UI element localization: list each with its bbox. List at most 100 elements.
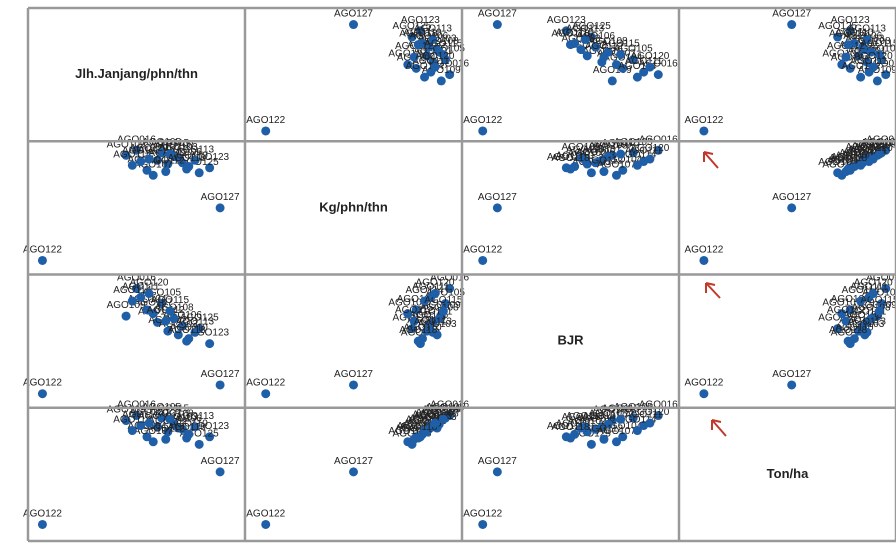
point-label: AGO101 bbox=[138, 306, 177, 317]
point-label: AGO125 bbox=[818, 21, 857, 32]
point-label: AGO102 bbox=[568, 148, 607, 159]
point bbox=[856, 160, 866, 170]
point bbox=[121, 150, 131, 160]
point-label: AGO106 bbox=[576, 413, 615, 424]
point-label: AGO101 bbox=[847, 306, 886, 317]
point-label: AGO107 bbox=[134, 426, 173, 437]
point bbox=[611, 60, 621, 70]
point bbox=[349, 380, 358, 390]
point-label: AGO111 bbox=[412, 410, 450, 421]
point-label: AGO107 bbox=[822, 49, 861, 60]
point-label: AGO115 bbox=[860, 39, 896, 50]
point-label: AGO108 bbox=[420, 36, 459, 47]
point-label: AGO104 bbox=[831, 294, 870, 305]
point-label: AGO123 bbox=[401, 15, 440, 26]
point bbox=[628, 55, 638, 65]
point bbox=[349, 20, 358, 30]
diagonal-label: Ton/ha bbox=[767, 466, 809, 481]
point bbox=[591, 158, 601, 168]
point-label: AGO103 bbox=[159, 142, 198, 153]
point bbox=[881, 284, 891, 294]
point-label: AGO105 bbox=[426, 288, 465, 299]
point-label: AGO118 bbox=[551, 153, 590, 164]
point-label: AGO113 bbox=[566, 144, 605, 155]
point bbox=[845, 63, 855, 73]
point-label: AGO118 bbox=[168, 325, 207, 336]
point-label: AGO107 bbox=[388, 49, 427, 60]
point-label: AGO125 bbox=[393, 21, 432, 32]
point bbox=[653, 145, 663, 155]
point bbox=[430, 289, 440, 299]
point bbox=[854, 51, 864, 61]
point bbox=[407, 324, 417, 334]
point-label: AGO104 bbox=[397, 421, 436, 432]
point bbox=[591, 424, 601, 434]
point bbox=[566, 164, 575, 174]
point bbox=[177, 424, 187, 434]
point-label: AGO110 bbox=[403, 323, 442, 334]
point bbox=[858, 42, 868, 52]
point bbox=[161, 316, 171, 326]
point bbox=[165, 414, 175, 424]
point bbox=[436, 76, 446, 86]
point bbox=[881, 70, 891, 80]
point bbox=[144, 154, 154, 164]
point-label: AGO101 bbox=[582, 46, 621, 57]
point bbox=[127, 160, 137, 170]
point bbox=[152, 317, 162, 327]
point-label: AGO110 bbox=[170, 151, 209, 162]
point-label: AGO111 bbox=[625, 146, 663, 157]
point-label: AGO110 bbox=[403, 27, 442, 38]
point bbox=[645, 418, 655, 428]
point-label: AGO115 bbox=[860, 138, 896, 149]
point bbox=[833, 324, 843, 334]
point bbox=[591, 42, 601, 52]
point-label: AGO111 bbox=[850, 146, 888, 157]
point-label: AGO118 bbox=[551, 29, 590, 40]
point-label: AGO118 bbox=[399, 325, 438, 336]
point bbox=[862, 35, 872, 45]
point bbox=[194, 168, 204, 178]
point bbox=[862, 57, 872, 67]
point-label: AGO122 bbox=[463, 115, 502, 126]
point bbox=[205, 339, 215, 349]
point-label: AGO112 bbox=[585, 423, 624, 434]
point-label: AGO115 bbox=[602, 138, 641, 149]
point bbox=[699, 389, 709, 399]
point bbox=[845, 26, 855, 36]
point-label: AGO112 bbox=[147, 423, 186, 434]
point-label: AGO105 bbox=[142, 288, 181, 299]
point bbox=[37, 519, 47, 529]
point bbox=[148, 437, 158, 447]
point bbox=[169, 314, 179, 324]
point-label: AGO120 bbox=[630, 51, 669, 62]
point bbox=[632, 72, 642, 82]
point bbox=[121, 416, 131, 426]
point bbox=[127, 426, 137, 436]
point bbox=[136, 292, 146, 302]
point bbox=[430, 418, 440, 428]
point bbox=[653, 70, 663, 80]
point-label: AGO112 bbox=[395, 305, 434, 316]
point bbox=[628, 413, 638, 423]
point bbox=[872, 76, 882, 86]
point bbox=[440, 299, 450, 309]
point-label: AGO110 bbox=[170, 418, 209, 429]
point-label: AGO127 bbox=[334, 369, 373, 380]
point-label: AGO111 bbox=[122, 410, 160, 421]
point-label: AGO115 bbox=[860, 295, 896, 306]
point bbox=[413, 336, 423, 346]
point bbox=[163, 427, 173, 437]
point-label: AGO118 bbox=[551, 422, 590, 433]
point-label: AGO123 bbox=[190, 421, 229, 432]
point-label: AGO113 bbox=[414, 411, 453, 422]
point-label: AGO110 bbox=[835, 323, 874, 334]
point bbox=[132, 145, 141, 155]
diagonal-label: Jlh.Janjang/phn/thn bbox=[75, 66, 198, 81]
point bbox=[868, 62, 878, 72]
point-label: AGO108 bbox=[420, 303, 459, 314]
point-label: AGO016 bbox=[430, 400, 469, 411]
point-label: AGO114 bbox=[113, 415, 152, 426]
point bbox=[428, 35, 438, 45]
